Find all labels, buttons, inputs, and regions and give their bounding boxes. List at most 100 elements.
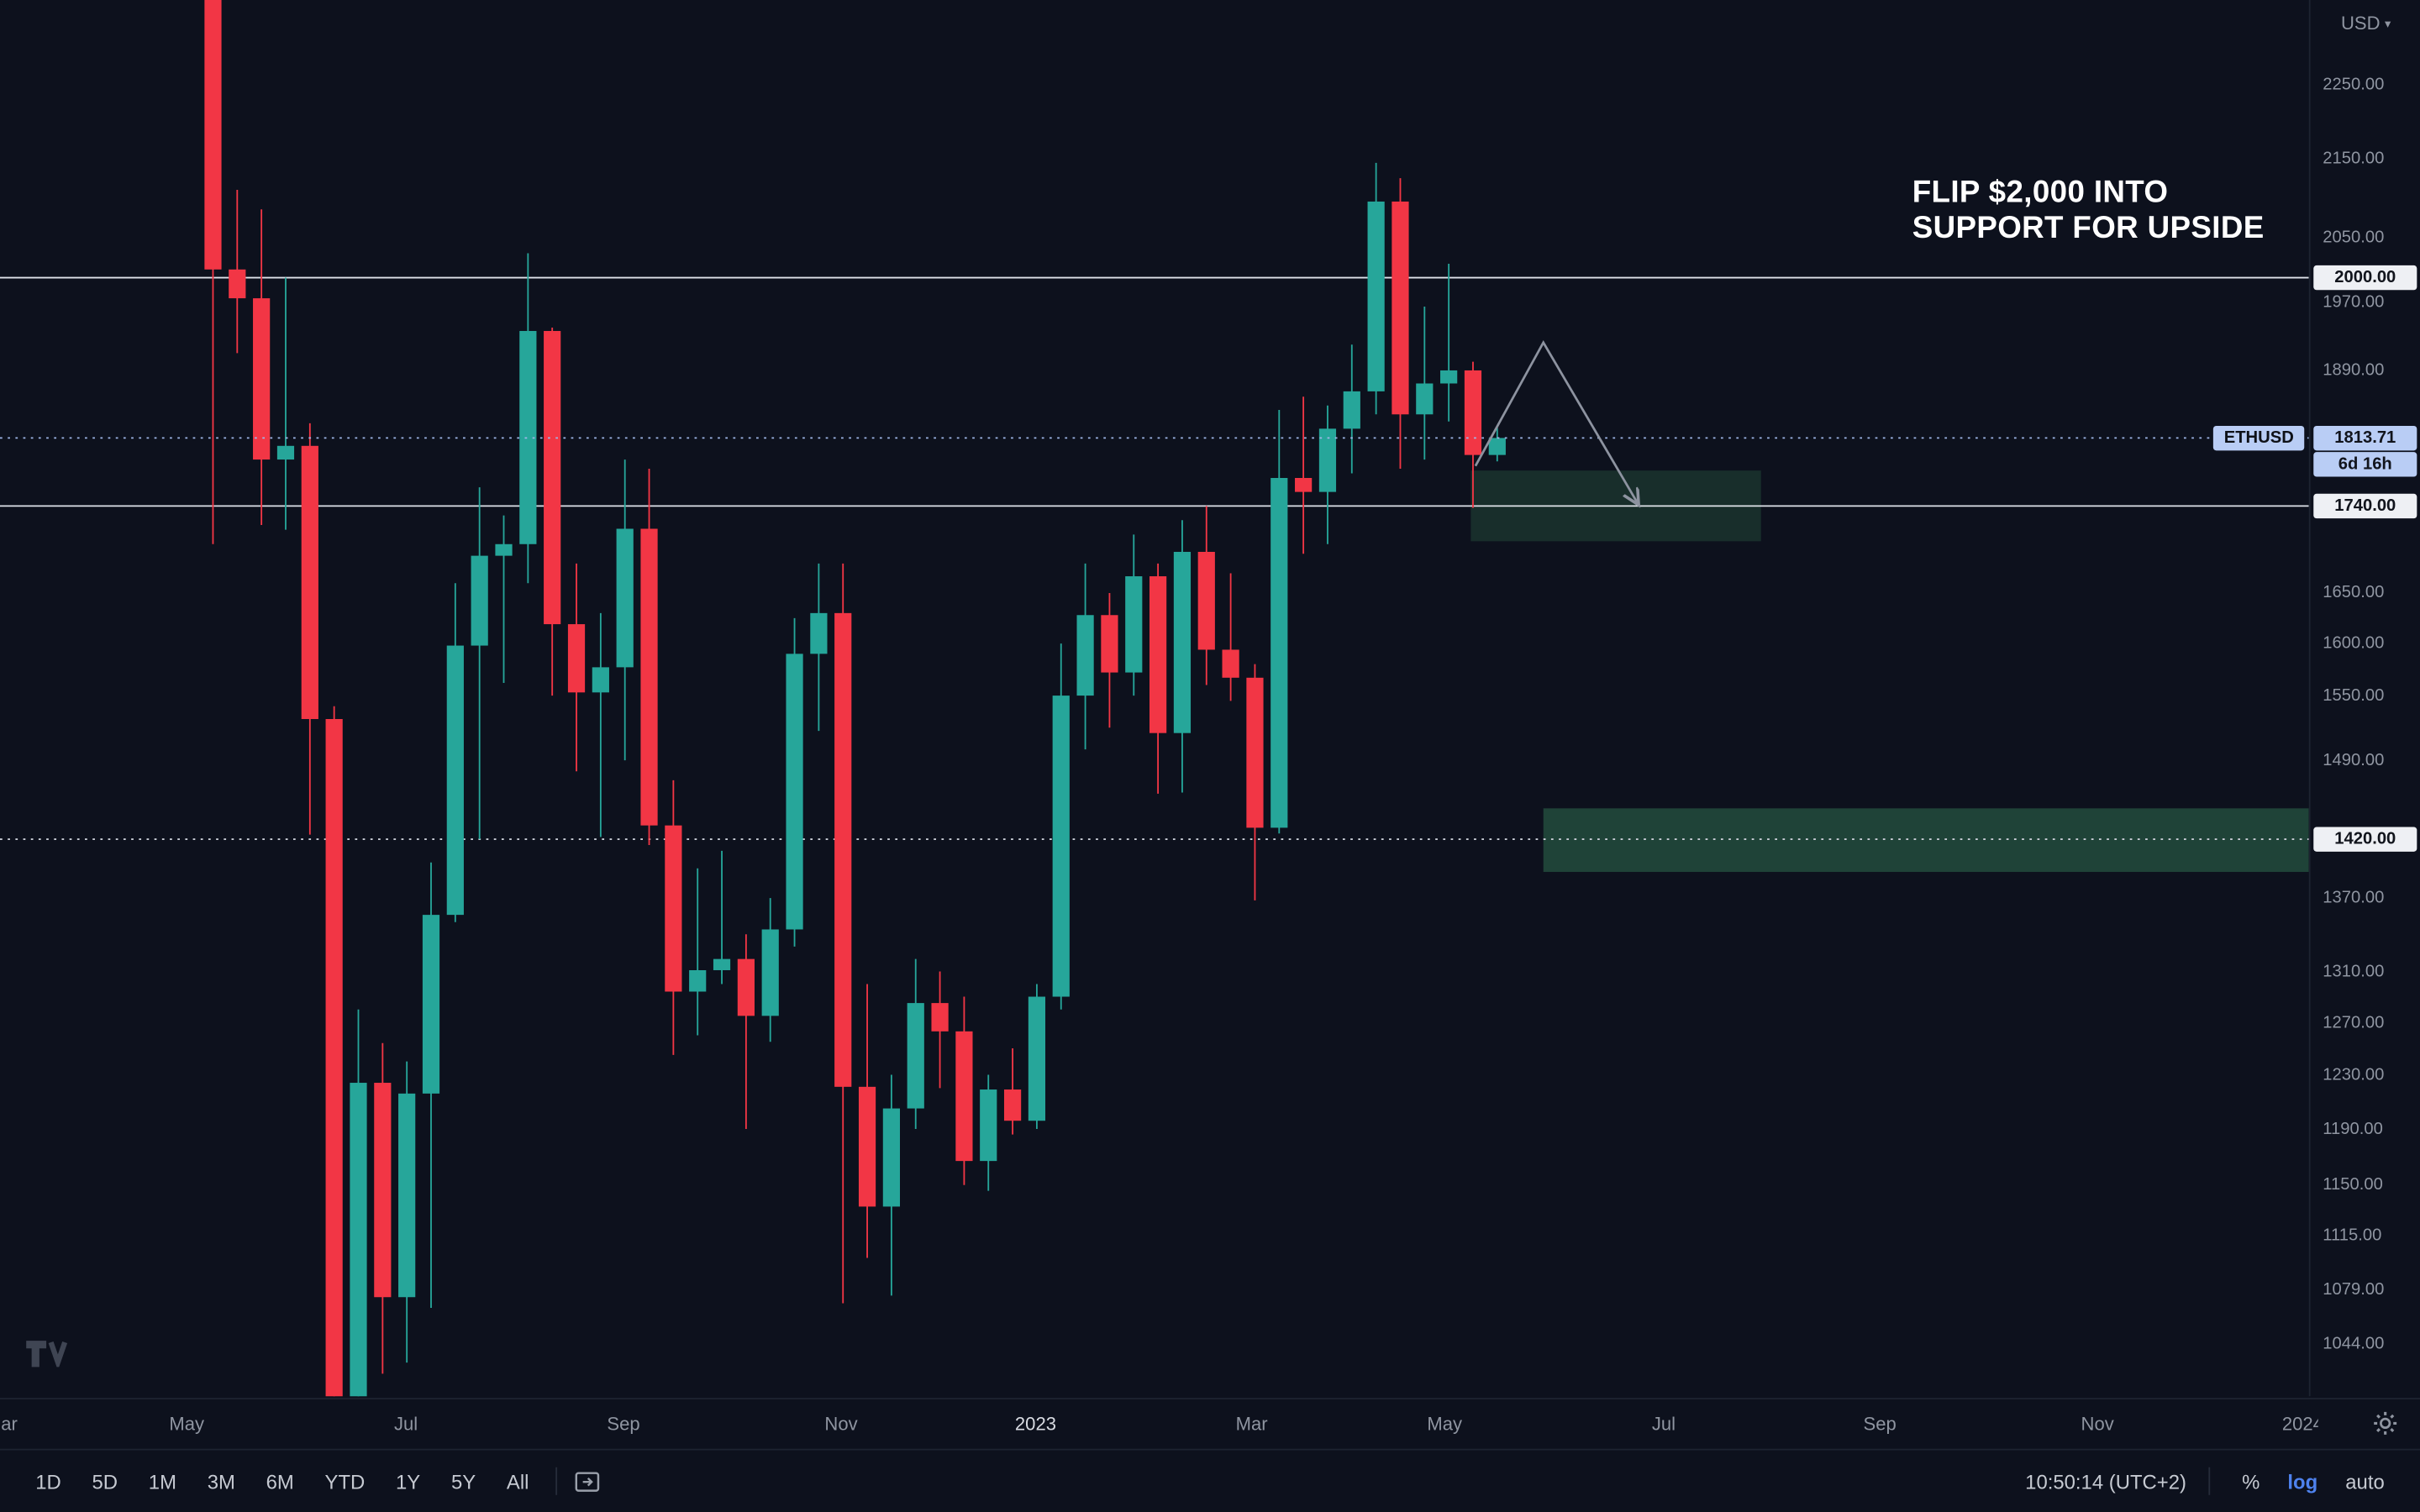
candle-body bbox=[1464, 370, 1482, 455]
candlestick-series bbox=[204, 0, 1506, 1397]
price-tick-label: 1115.00 bbox=[2323, 1226, 2382, 1246]
price-tick-label: 1310.00 bbox=[2323, 962, 2385, 981]
candle-body bbox=[1197, 551, 1215, 650]
currency-label: USD bbox=[2340, 12, 2381, 34]
candle-body bbox=[495, 543, 513, 556]
time-axis-label: 2024 bbox=[2281, 1413, 2318, 1436]
candle-body bbox=[810, 612, 828, 654]
candle-body bbox=[325, 719, 343, 1397]
candle-body bbox=[931, 1003, 949, 1032]
price-tick-label: 1044.00 bbox=[2323, 1334, 2385, 1353]
candle-body bbox=[1052, 696, 1070, 997]
candle-body bbox=[1101, 615, 1118, 673]
price-tick-label: 1550.00 bbox=[2323, 686, 2385, 706]
candle-body bbox=[446, 645, 464, 916]
horizontal-lines-layer bbox=[0, 276, 2309, 841]
range-button-5d[interactable]: 5D bbox=[82, 1463, 129, 1499]
price-tick-label: 1270.00 bbox=[2323, 1012, 2385, 1032]
candle-body bbox=[1343, 391, 1360, 429]
range-button-5y[interactable]: 5Y bbox=[440, 1463, 487, 1499]
candle-body bbox=[713, 958, 731, 970]
time-axis-label: Nov bbox=[824, 1413, 858, 1436]
candle-body bbox=[1416, 383, 1434, 415]
toolbar-divider-right bbox=[2207, 1467, 2210, 1495]
range-button-ytd[interactable]: YTD bbox=[314, 1463, 376, 1499]
candle-body bbox=[834, 612, 852, 1087]
range-button-3m[interactable]: 3M bbox=[197, 1463, 246, 1499]
range-button-1m[interactable]: 1M bbox=[138, 1463, 187, 1499]
time-axis-label: May bbox=[1427, 1413, 1463, 1436]
range-buttons: 1D 5D 1M 3M 6M YTD 1Y 5Y All bbox=[24, 1463, 539, 1499]
price-tick-label: 2150.00 bbox=[2323, 150, 2385, 169]
trade-idea-annotation: FLIP $2,000 INTO SUPPORT FOR UPSIDE bbox=[1912, 176, 2265, 246]
candle-body bbox=[1246, 677, 1264, 828]
candle-body bbox=[398, 1093, 416, 1298]
candle-body bbox=[592, 667, 609, 693]
candle-body bbox=[1440, 370, 1458, 384]
candle-body bbox=[1295, 478, 1313, 492]
time-axis[interactable]: Mar May Jul Sep Nov 2023 Mar May Jul Sep Nov 2024 bbox=[0, 1398, 2420, 1449]
candle-body bbox=[761, 929, 779, 1016]
price-tick-label: 1230.00 bbox=[2323, 1065, 2385, 1084]
candle-body bbox=[301, 445, 318, 720]
candle-body bbox=[955, 1031, 973, 1162]
candle-body bbox=[1222, 649, 1239, 678]
candle-body bbox=[786, 654, 803, 930]
time-axis-label: Sep bbox=[1863, 1413, 1897, 1436]
demand-zone-1420[interactable] bbox=[1543, 808, 2309, 872]
annotation-line2: SUPPORT FOR UPSIDE bbox=[1912, 211, 2265, 246]
candle-body bbox=[1003, 1089, 1022, 1121]
auto-scale-button[interactable]: auto bbox=[2334, 1463, 2395, 1499]
range-button-all[interactable]: All bbox=[496, 1463, 539, 1499]
chart-pane[interactable]: FLIP $2,000 INTO SUPPORT FOR UPSIDE ETHU… bbox=[0, 0, 2309, 1397]
time-axis-label: Jul bbox=[393, 1413, 418, 1436]
candle-body bbox=[1173, 551, 1192, 733]
time-axis-label: Jul bbox=[1651, 1413, 1676, 1436]
log-scale-button[interactable]: log bbox=[2277, 1463, 2329, 1499]
price-tick-label: 1600.00 bbox=[2323, 634, 2385, 654]
price-tick-label: 1890.00 bbox=[2323, 360, 2385, 380]
countdown-label: 6d 16h bbox=[2313, 451, 2417, 477]
tradingview-logo[interactable] bbox=[24, 1336, 71, 1375]
projection-arrow[interactable] bbox=[1474, 339, 1638, 503]
candle-body bbox=[1367, 201, 1385, 391]
candle-body bbox=[276, 445, 295, 460]
price-tick-label: 2250.00 bbox=[2323, 75, 2385, 94]
chevron-down-icon: ▾ bbox=[2385, 17, 2391, 31]
time-axis-label: May bbox=[169, 1413, 205, 1436]
candle-body bbox=[689, 969, 707, 992]
price-level-label: 2000.00 bbox=[2313, 265, 2417, 291]
time-axis-label: Mar bbox=[0, 1413, 18, 1436]
candlestick-chart[interactable] bbox=[0, 0, 2309, 1397]
candle-body bbox=[374, 1083, 392, 1298]
candle-body bbox=[907, 1003, 924, 1109]
clock[interactable]: 10:50:14 (UTC+2) bbox=[2025, 1469, 2186, 1494]
toolbar-divider bbox=[555, 1467, 557, 1495]
candle-body bbox=[737, 958, 755, 1016]
candle-body bbox=[616, 528, 634, 668]
range-button-1d[interactable]: 1D bbox=[24, 1463, 71, 1499]
time-axis-label: Sep bbox=[607, 1413, 640, 1436]
candle-body bbox=[1150, 576, 1167, 733]
candle-body bbox=[471, 555, 488, 646]
price-level-label: 1420.00 bbox=[2313, 827, 2417, 852]
range-button-1y[interactable]: 1Y bbox=[385, 1463, 431, 1499]
overlay-layer bbox=[0, 339, 2309, 503]
time-axis-label: Mar bbox=[1235, 1413, 1268, 1436]
price-axis[interactable]: USD ▾ 2250.00 2150.00 2050.00 1970.00 1890.00… bbox=[2308, 0, 2420, 1397]
range-button-6m[interactable]: 6M bbox=[255, 1463, 305, 1499]
percent-scale-button[interactable]: % bbox=[2231, 1463, 2270, 1499]
candle-body bbox=[640, 528, 658, 826]
annotation-line1: FLIP $2,000 INTO bbox=[1912, 176, 2169, 210]
candle-body bbox=[1270, 478, 1288, 828]
goto-date-icon[interactable] bbox=[572, 1467, 602, 1496]
month-labels: Mar May Jul Sep Nov 2023 Mar May Jul Sep Nov 2024 bbox=[0, 1399, 2318, 1449]
price-tick-label: 1650.00 bbox=[2323, 584, 2385, 603]
tv-logo-t bbox=[26, 1341, 47, 1369]
currency-selector[interactable]: USD ▾ bbox=[2311, 13, 2420, 34]
settings-gear-icon[interactable] bbox=[2372, 1410, 2398, 1444]
price-line-symbol-label: ETHUSD bbox=[2212, 425, 2305, 451]
candle-body bbox=[350, 1083, 367, 1397]
